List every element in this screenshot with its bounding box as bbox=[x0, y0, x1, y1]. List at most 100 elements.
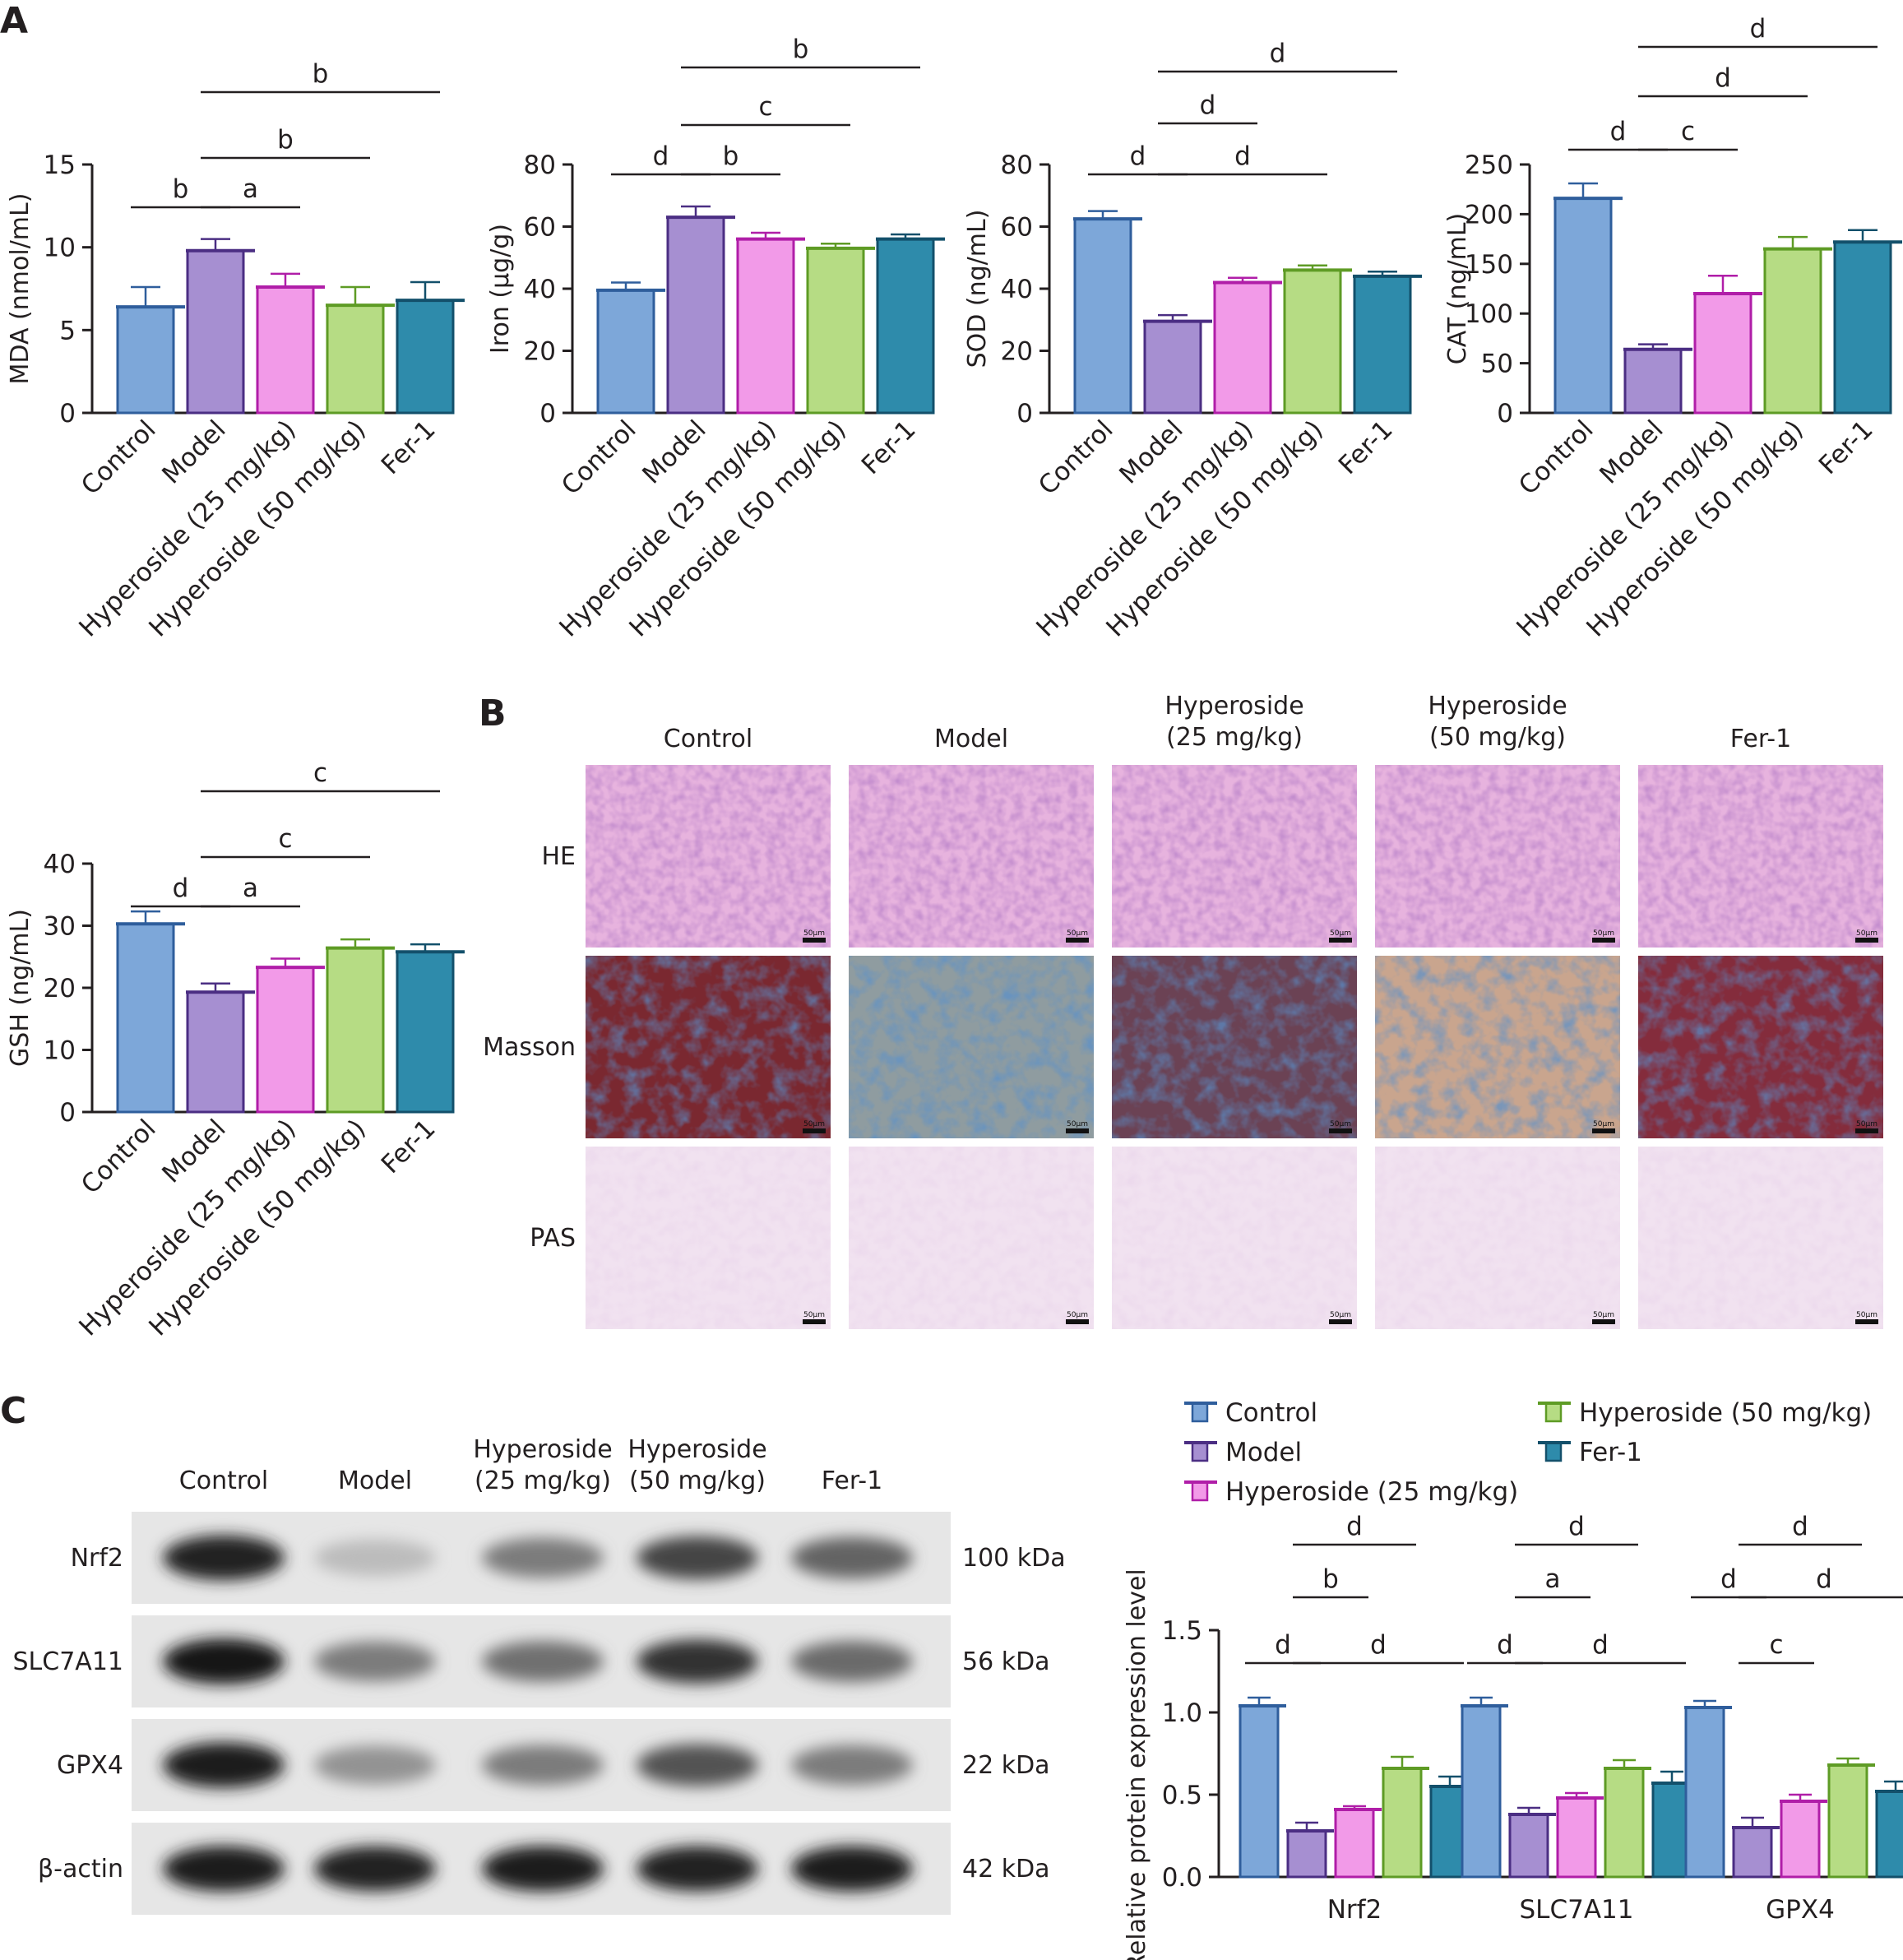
scale-bar-label: 50μm bbox=[803, 1311, 825, 1319]
significance-label: d bbox=[1497, 1630, 1513, 1660]
significance-label: b bbox=[793, 35, 809, 64]
bar-1 bbox=[116, 305, 175, 415]
bar-3 bbox=[1693, 292, 1753, 415]
significance-label: c bbox=[1769, 1630, 1783, 1660]
bar-gpx4-3 bbox=[1780, 1800, 1821, 1879]
blot-size-label: 22 kDa bbox=[962, 1751, 1050, 1780]
bar-nrf2-3 bbox=[1334, 1808, 1375, 1879]
significance-label: a bbox=[1545, 1564, 1561, 1594]
bar-1 bbox=[1553, 197, 1613, 415]
histology-texture bbox=[1112, 1147, 1357, 1329]
bar-nrf2-4 bbox=[1382, 1767, 1423, 1879]
blot-band bbox=[163, 1742, 285, 1788]
significance-label: d bbox=[1275, 1630, 1291, 1660]
significance-label: d bbox=[1610, 117, 1627, 146]
bar-2 bbox=[186, 249, 245, 415]
bar-2 bbox=[666, 215, 725, 415]
x-tick-label: Control bbox=[1033, 415, 1119, 501]
bar-5 bbox=[876, 238, 935, 415]
histology-texture bbox=[1375, 765, 1620, 948]
legend-swatch bbox=[1544, 1402, 1563, 1423]
scale-bar-label: 50μm bbox=[1330, 1120, 1351, 1128]
legend-label: Hyperoside (25 mg/kg) bbox=[1225, 1477, 1518, 1507]
panel-label-b: B bbox=[479, 693, 507, 734]
significance-label: c bbox=[278, 824, 292, 854]
scale-bar bbox=[1855, 938, 1878, 943]
y-tick-label: 10 bbox=[44, 1036, 76, 1066]
significance-label: d bbox=[1816, 1564, 1832, 1594]
panel-label-c: C bbox=[0, 1390, 27, 1432]
x-tick-label: Fer-1 bbox=[376, 415, 442, 480]
significance-label: d bbox=[1792, 1512, 1808, 1541]
scale-bar bbox=[1329, 938, 1352, 943]
significance-label: d bbox=[1200, 90, 1216, 120]
significance-label: a bbox=[243, 174, 258, 204]
y-tick-label: 0 bbox=[1016, 399, 1033, 429]
y-axis-label: CAT (ng/mL) bbox=[1443, 213, 1472, 365]
significance-label: c bbox=[1681, 117, 1695, 146]
bar-3 bbox=[736, 238, 795, 415]
bar-4 bbox=[1283, 268, 1342, 415]
histology-column-label: (25 mg/kg) bbox=[1166, 723, 1303, 752]
blot-band bbox=[482, 1537, 604, 1578]
x-tick-label: Fer-1 bbox=[376, 1114, 442, 1179]
bar-3 bbox=[256, 285, 315, 415]
y-tick-label: 60 bbox=[1001, 213, 1033, 243]
y-tick-label: 20 bbox=[1001, 337, 1033, 367]
y-tick-label: 20 bbox=[44, 974, 76, 1003]
histology-texture bbox=[849, 765, 1094, 948]
legend-swatch bbox=[1191, 1480, 1209, 1502]
significance-label: b bbox=[277, 125, 294, 155]
y-tick-label: 200 bbox=[1465, 200, 1513, 229]
scale-bar-label: 50μm bbox=[1067, 1311, 1088, 1319]
y-tick-label: 40 bbox=[1001, 275, 1033, 304]
x-tick-label: SLC7A11 bbox=[1520, 1895, 1634, 1925]
x-tick-label: Fer-1 bbox=[1813, 415, 1879, 480]
histology-row-label: Masson bbox=[483, 1033, 576, 1062]
bar-3 bbox=[256, 966, 315, 1114]
y-axis-label: SOD (ng/mL) bbox=[963, 210, 992, 368]
histology-texture bbox=[1638, 765, 1883, 948]
scale-bar bbox=[1592, 1128, 1615, 1133]
bar-gpx4-4 bbox=[1827, 1763, 1868, 1879]
y-tick-label: 250 bbox=[1465, 151, 1513, 180]
blot-band bbox=[482, 1846, 604, 1892]
scale-bar bbox=[1329, 1319, 1352, 1324]
y-tick-label: 1.0 bbox=[1162, 1698, 1202, 1728]
histology-column-label: Control bbox=[664, 725, 752, 753]
bar-slc7a11-4 bbox=[1604, 1767, 1645, 1879]
histology-texture bbox=[586, 1147, 831, 1329]
blot-band bbox=[791, 1536, 913, 1579]
bar-slc7a11-1 bbox=[1461, 1704, 1502, 1879]
blot-band bbox=[163, 1846, 285, 1892]
y-axis-label: GSH (ng/mL) bbox=[6, 909, 35, 1067]
y-tick-label: 40 bbox=[44, 850, 76, 879]
y-axis-label: MDA (nmol/mL) bbox=[6, 193, 35, 385]
legend-label: Model bbox=[1225, 1438, 1302, 1467]
x-tick-label: Fer-1 bbox=[856, 415, 922, 480]
panel-label-a: A bbox=[0, 0, 29, 42]
y-tick-label: 20 bbox=[524, 337, 556, 367]
blot-column-label: Hyperoside bbox=[473, 1435, 612, 1464]
bar-1 bbox=[596, 289, 655, 415]
significance-label: c bbox=[758, 92, 772, 122]
blot-size-label: 56 kDa bbox=[962, 1647, 1050, 1676]
y-tick-label: 0 bbox=[59, 399, 76, 429]
significance-label: c bbox=[313, 758, 327, 788]
significance-label: d bbox=[653, 141, 669, 171]
significance-label: b bbox=[1322, 1564, 1339, 1594]
blot-band bbox=[314, 1745, 436, 1785]
blot-band bbox=[791, 1745, 913, 1786]
significance-label: d bbox=[1715, 63, 1731, 93]
histology-texture bbox=[586, 956, 831, 1138]
blot-band bbox=[314, 1641, 436, 1682]
scale-bar bbox=[1329, 1128, 1352, 1133]
y-axis-label: Relative protein expression level bbox=[1123, 1568, 1151, 1960]
y-axis-label: Iron (μg/g) bbox=[486, 224, 515, 354]
histology-column-label: Hyperoside bbox=[1428, 692, 1567, 721]
x-tick-label: GPX4 bbox=[1766, 1895, 1835, 1925]
y-tick-label: 10 bbox=[44, 234, 76, 263]
blot-column-label: Hyperoside bbox=[627, 1435, 766, 1464]
bar-2 bbox=[1623, 348, 1683, 415]
